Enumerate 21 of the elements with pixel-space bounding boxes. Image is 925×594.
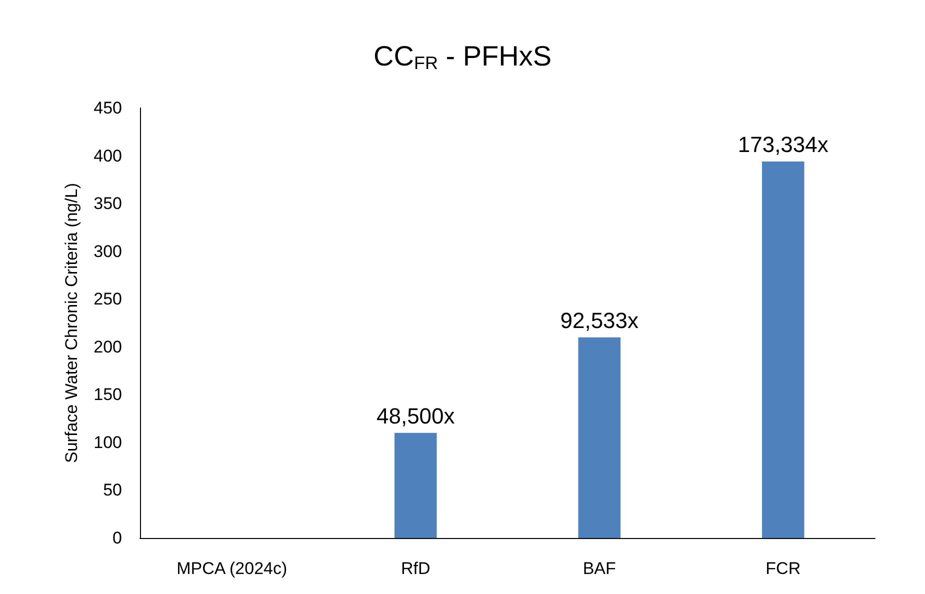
y-tick-label: 150 bbox=[94, 385, 122, 404]
bar bbox=[762, 162, 804, 538]
y-tick-label: 450 bbox=[94, 98, 122, 118]
y-tick-label: 400 bbox=[94, 146, 122, 166]
x-tick-label: FCR bbox=[766, 559, 801, 578]
x-tick-label: BAF bbox=[582, 559, 616, 578]
y-tick-label: 250 bbox=[94, 290, 122, 309]
y-tick-label: 300 bbox=[94, 242, 122, 261]
y-tick-label: 50 bbox=[103, 480, 122, 500]
y-tick-label: 100 bbox=[94, 432, 122, 452]
x-tick-label: RfD bbox=[400, 559, 430, 578]
x-tick-label: MPCA (2024c) bbox=[176, 559, 288, 578]
bar bbox=[394, 432, 437, 538]
annotation: 173,334x bbox=[738, 132, 828, 158]
y-tick-label: 200 bbox=[94, 337, 122, 356]
y-tick-label: 0 bbox=[112, 528, 122, 548]
annotation: 48,500x bbox=[376, 403, 455, 428]
y-axis-title: Surface Water Chronic Criteria (ng/L) bbox=[62, 183, 81, 463]
y-tick-label: 350 bbox=[94, 194, 122, 214]
bar bbox=[578, 337, 621, 538]
annotation: 92,533x bbox=[560, 308, 639, 333]
